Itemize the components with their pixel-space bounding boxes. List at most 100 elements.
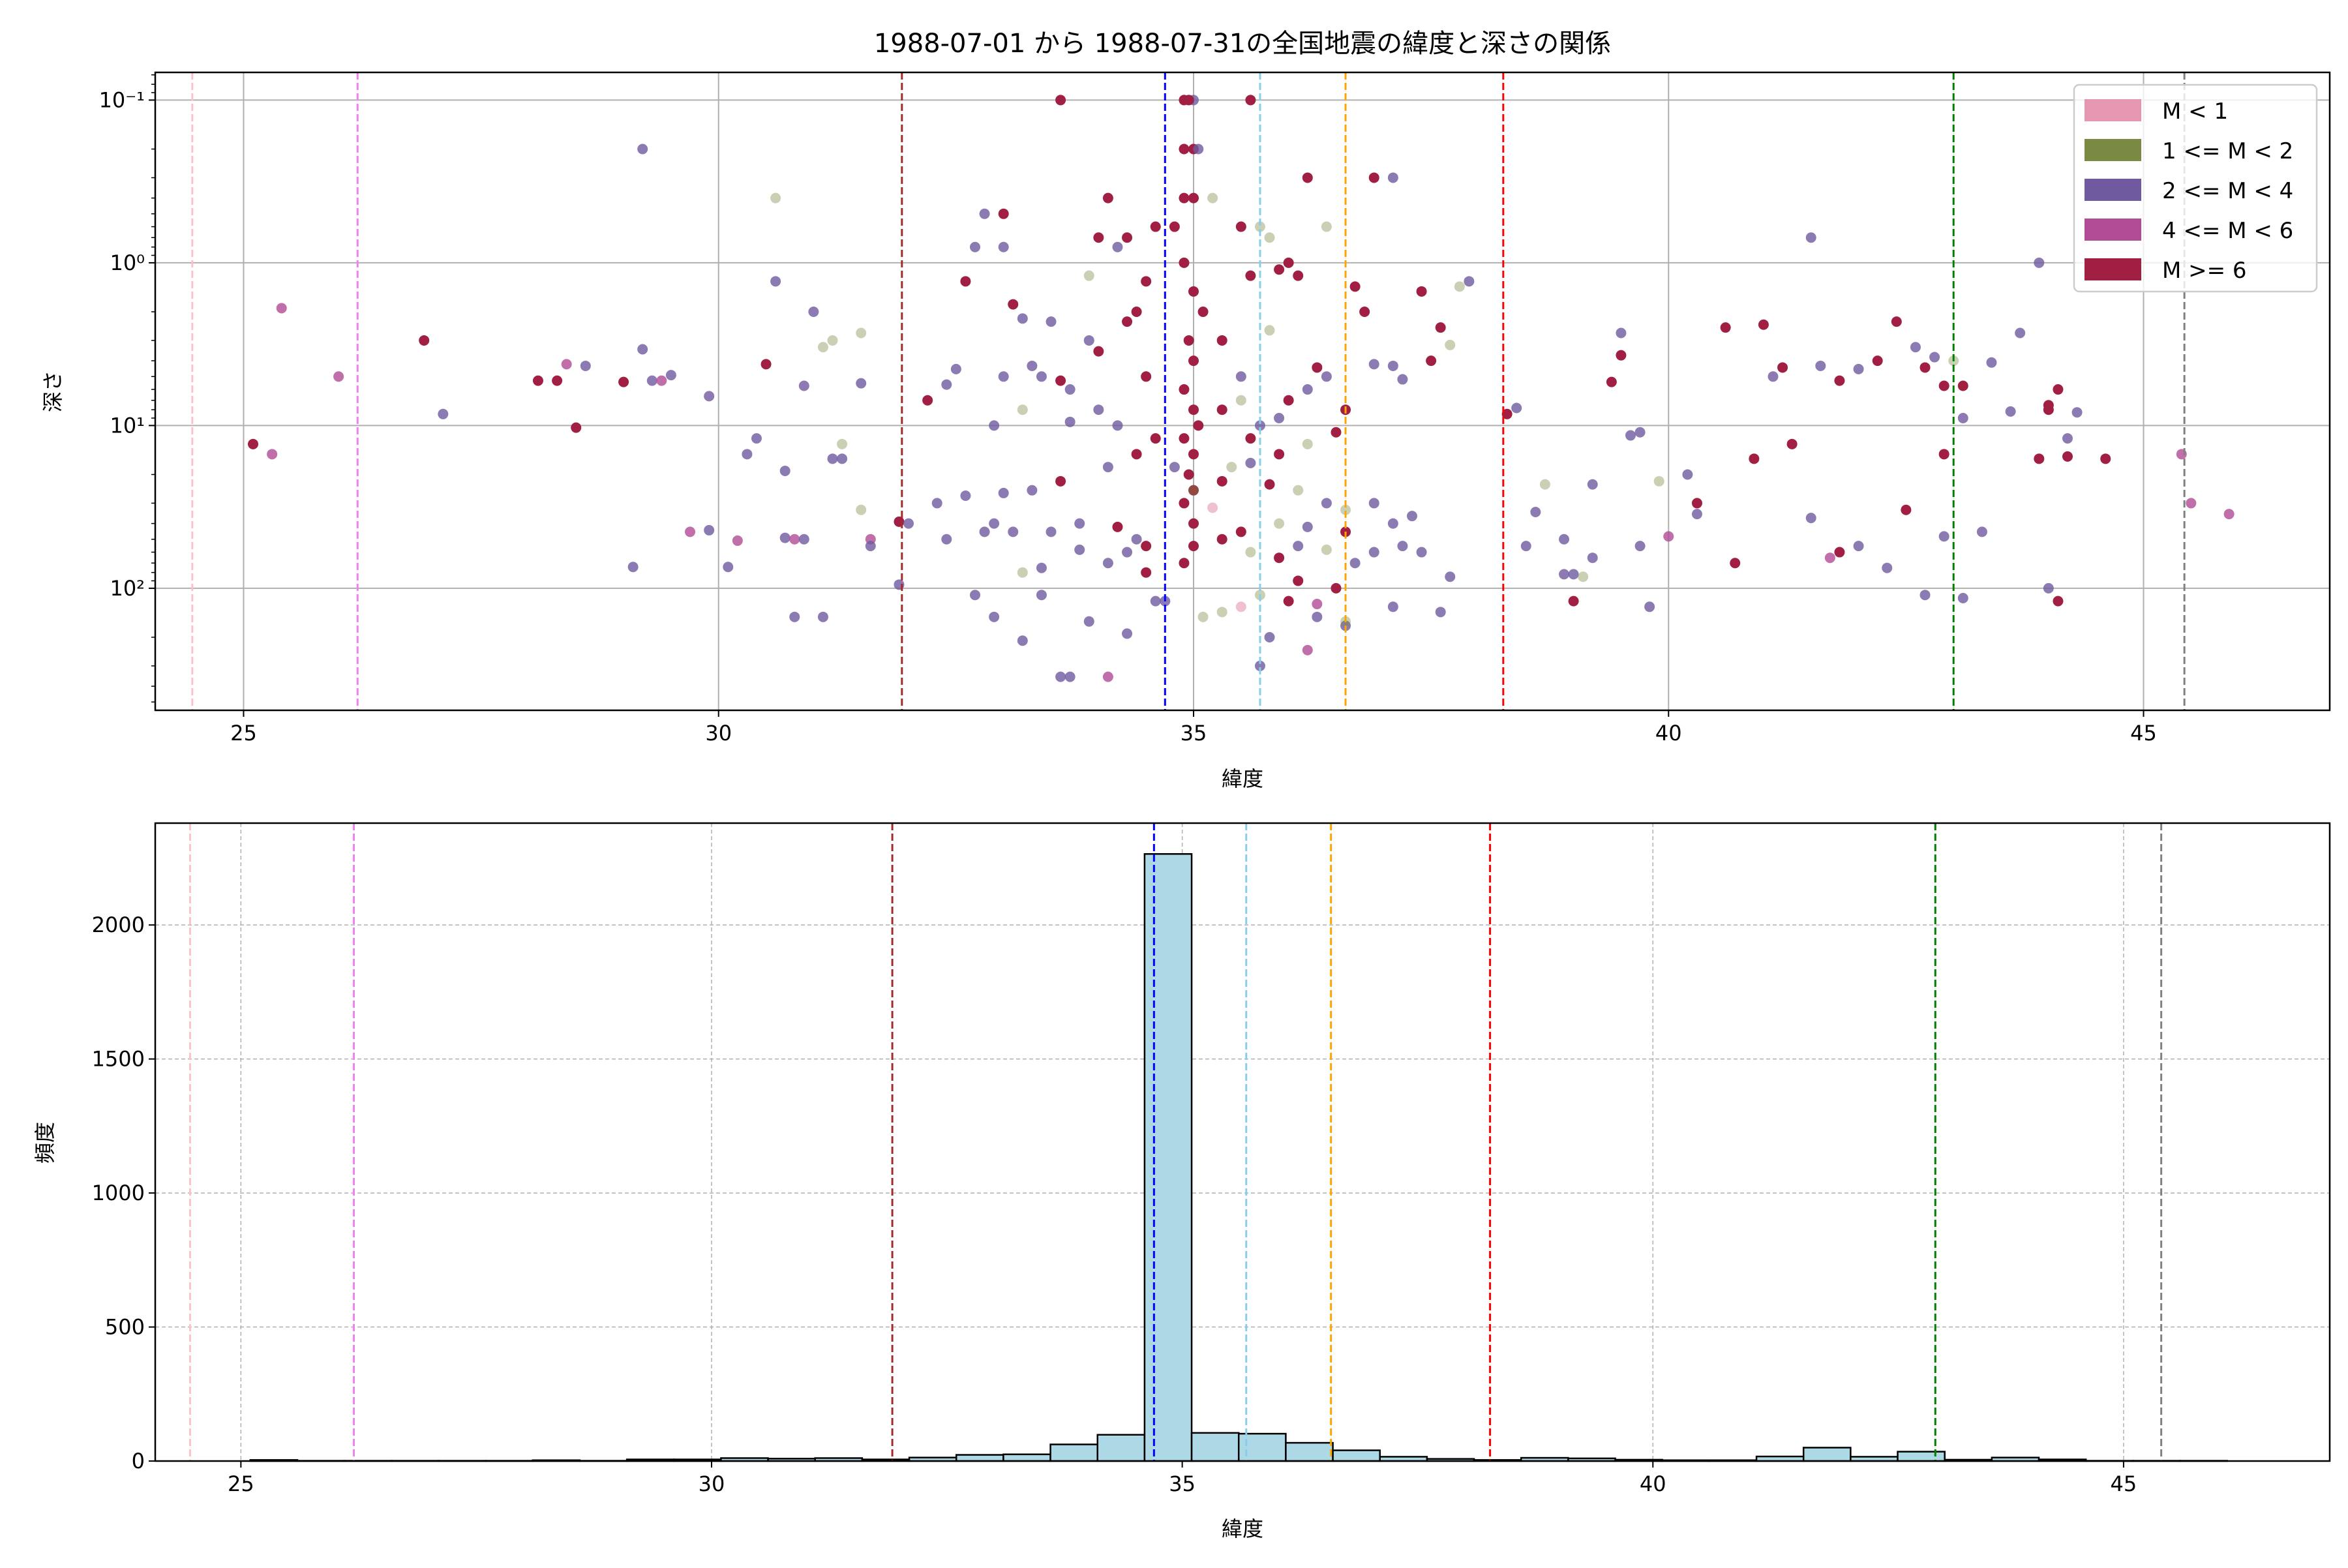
scatter-point [1179, 384, 1189, 395]
scatter-point [799, 380, 809, 391]
scatter-point [2100, 453, 2111, 464]
scatter-point [2015, 328, 2025, 339]
scatter-point [1369, 547, 1379, 558]
scatter-point [1122, 628, 1132, 639]
scatter-point [1245, 458, 1256, 468]
scatter-point [1245, 271, 1256, 281]
scatter-point [989, 420, 999, 430]
scatter-point [533, 376, 543, 386]
scatter-point [1312, 599, 1322, 609]
scatter-point [1692, 498, 1702, 508]
scatter-point [2053, 596, 2063, 607]
histogram-y-label: 頻度 [33, 1122, 57, 1164]
scatter-point [1635, 427, 1646, 438]
scatter-point [1369, 172, 1379, 183]
scatter-point [1217, 607, 1227, 617]
scatter-point [1245, 95, 1256, 105]
scatter-point [1179, 258, 1189, 268]
scatter-point [1578, 571, 1588, 582]
scatter-point [1141, 567, 1151, 578]
scatter-point [1588, 479, 1598, 490]
scatter-point [1122, 316, 1132, 327]
scatter-point [780, 533, 790, 543]
scatter-point [960, 490, 971, 501]
scatter-point [1417, 547, 1427, 558]
scatter-point [2043, 583, 2054, 594]
scatter-point [2062, 451, 2073, 462]
scatter-point [941, 380, 952, 390]
scatter-point [1112, 242, 1122, 252]
scatter-point [789, 612, 800, 622]
scatter-point [999, 242, 1009, 252]
scatter-point [1236, 222, 1246, 232]
y-tick-label: 1500 [92, 1047, 145, 1072]
scatter-point [999, 209, 1009, 219]
scatter-point [1198, 612, 1209, 622]
scatter-point [1806, 513, 1816, 523]
scatter-point [1151, 222, 1161, 232]
scatter-point [1074, 519, 1085, 529]
scatter-point [1188, 193, 1199, 204]
scatter-point [1036, 563, 1047, 573]
legend-swatch [2085, 258, 2141, 280]
scatter-point [1193, 144, 1203, 155]
scatter-point [1331, 427, 1341, 438]
scatter-point [1663, 531, 1674, 541]
scatter-point [1093, 404, 1104, 415]
scatter-point [1188, 404, 1199, 415]
scatter-point [1901, 505, 1911, 515]
scatter-point [1179, 144, 1189, 155]
scatter-point [1274, 519, 1284, 529]
scatter-point [1245, 433, 1256, 444]
scatter-point [1939, 449, 1949, 459]
scatter-point [818, 612, 828, 622]
legend-swatch [2085, 219, 2141, 241]
scatter-point [856, 378, 866, 389]
scatter-point [989, 612, 999, 622]
scatter-point [1436, 322, 1446, 333]
scatter-point [580, 361, 591, 371]
scatter-point [1065, 384, 1076, 395]
scatter-point [1910, 342, 1921, 352]
scatter-point [1217, 476, 1227, 487]
scatter-point [1008, 526, 1018, 537]
histogram-bar [1145, 854, 1192, 1461]
histogram-bar [1098, 1435, 1145, 1461]
y-tick-label: 500 [105, 1315, 145, 1340]
scatter-point [1132, 534, 1142, 545]
scatter-point [1721, 322, 1731, 333]
scatter-point [1958, 413, 1968, 423]
scatter-point [1540, 479, 1550, 490]
scatter-point [1103, 672, 1113, 682]
scatter-point [1055, 95, 1066, 105]
scatter-point [1293, 485, 1303, 496]
scatter-point [666, 370, 676, 380]
x-tick-label: 25 [228, 1471, 254, 1496]
scatter-point [1055, 672, 1066, 682]
scatter-point [637, 144, 648, 155]
scatter-point [1635, 541, 1646, 551]
scatter-point [1920, 362, 1931, 372]
x-tick-label: 40 [1640, 1471, 1666, 1496]
legend-swatch [2085, 139, 2141, 161]
histogram-bar [1239, 1434, 1286, 1461]
y-tick-label: 10⁰ [110, 250, 145, 275]
scatter-point [2072, 407, 2083, 417]
scatter-point [628, 562, 639, 572]
scatter-point [1284, 395, 1294, 406]
scatter-point [1027, 361, 1037, 371]
scatter-point [1436, 607, 1446, 617]
scatter-point [1806, 232, 1816, 243]
scatter-point [808, 307, 819, 317]
scatter-point [1682, 469, 1693, 479]
scatter-point [248, 439, 258, 449]
scatter-point [1193, 420, 1203, 430]
scatter-point [970, 242, 980, 252]
scatter-point [1093, 346, 1104, 357]
scatter-point [1388, 601, 1398, 612]
scatter-point [1606, 377, 1617, 387]
scatter-point [1369, 498, 1379, 508]
scatter-point [1350, 558, 1361, 568]
x-tick-label: 35 [1181, 721, 1207, 746]
